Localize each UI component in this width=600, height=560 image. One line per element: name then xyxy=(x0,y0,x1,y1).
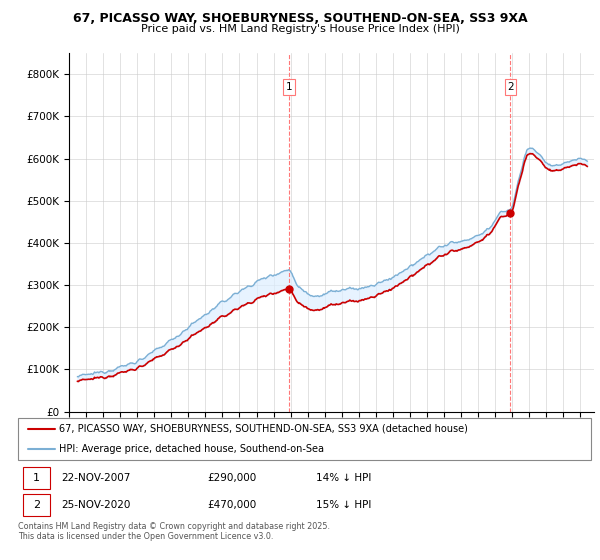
Text: £290,000: £290,000 xyxy=(207,473,256,483)
Text: Price paid vs. HM Land Registry's House Price Index (HPI): Price paid vs. HM Land Registry's House … xyxy=(140,24,460,34)
FancyBboxPatch shape xyxy=(23,467,50,489)
FancyBboxPatch shape xyxy=(23,494,50,516)
Text: Contains HM Land Registry data © Crown copyright and database right 2025.
This d: Contains HM Land Registry data © Crown c… xyxy=(18,522,330,542)
Text: 2: 2 xyxy=(33,500,40,510)
Text: 15% ↓ HPI: 15% ↓ HPI xyxy=(316,500,371,510)
Text: 67, PICASSO WAY, SHOEBURYNESS, SOUTHEND-ON-SEA, SS3 9XA (detached house): 67, PICASSO WAY, SHOEBURYNESS, SOUTHEND-… xyxy=(59,424,468,434)
Text: HPI: Average price, detached house, Southend-on-Sea: HPI: Average price, detached house, Sout… xyxy=(59,444,324,454)
Text: 67, PICASSO WAY, SHOEBURYNESS, SOUTHEND-ON-SEA, SS3 9XA: 67, PICASSO WAY, SHOEBURYNESS, SOUTHEND-… xyxy=(73,12,527,25)
Text: 14% ↓ HPI: 14% ↓ HPI xyxy=(316,473,371,483)
Text: 25-NOV-2020: 25-NOV-2020 xyxy=(61,500,130,510)
Text: £470,000: £470,000 xyxy=(207,500,256,510)
Text: 2: 2 xyxy=(507,82,514,92)
Text: 1: 1 xyxy=(33,473,40,483)
FancyBboxPatch shape xyxy=(18,418,591,460)
Text: 1: 1 xyxy=(286,82,292,92)
Text: 22-NOV-2007: 22-NOV-2007 xyxy=(61,473,130,483)
